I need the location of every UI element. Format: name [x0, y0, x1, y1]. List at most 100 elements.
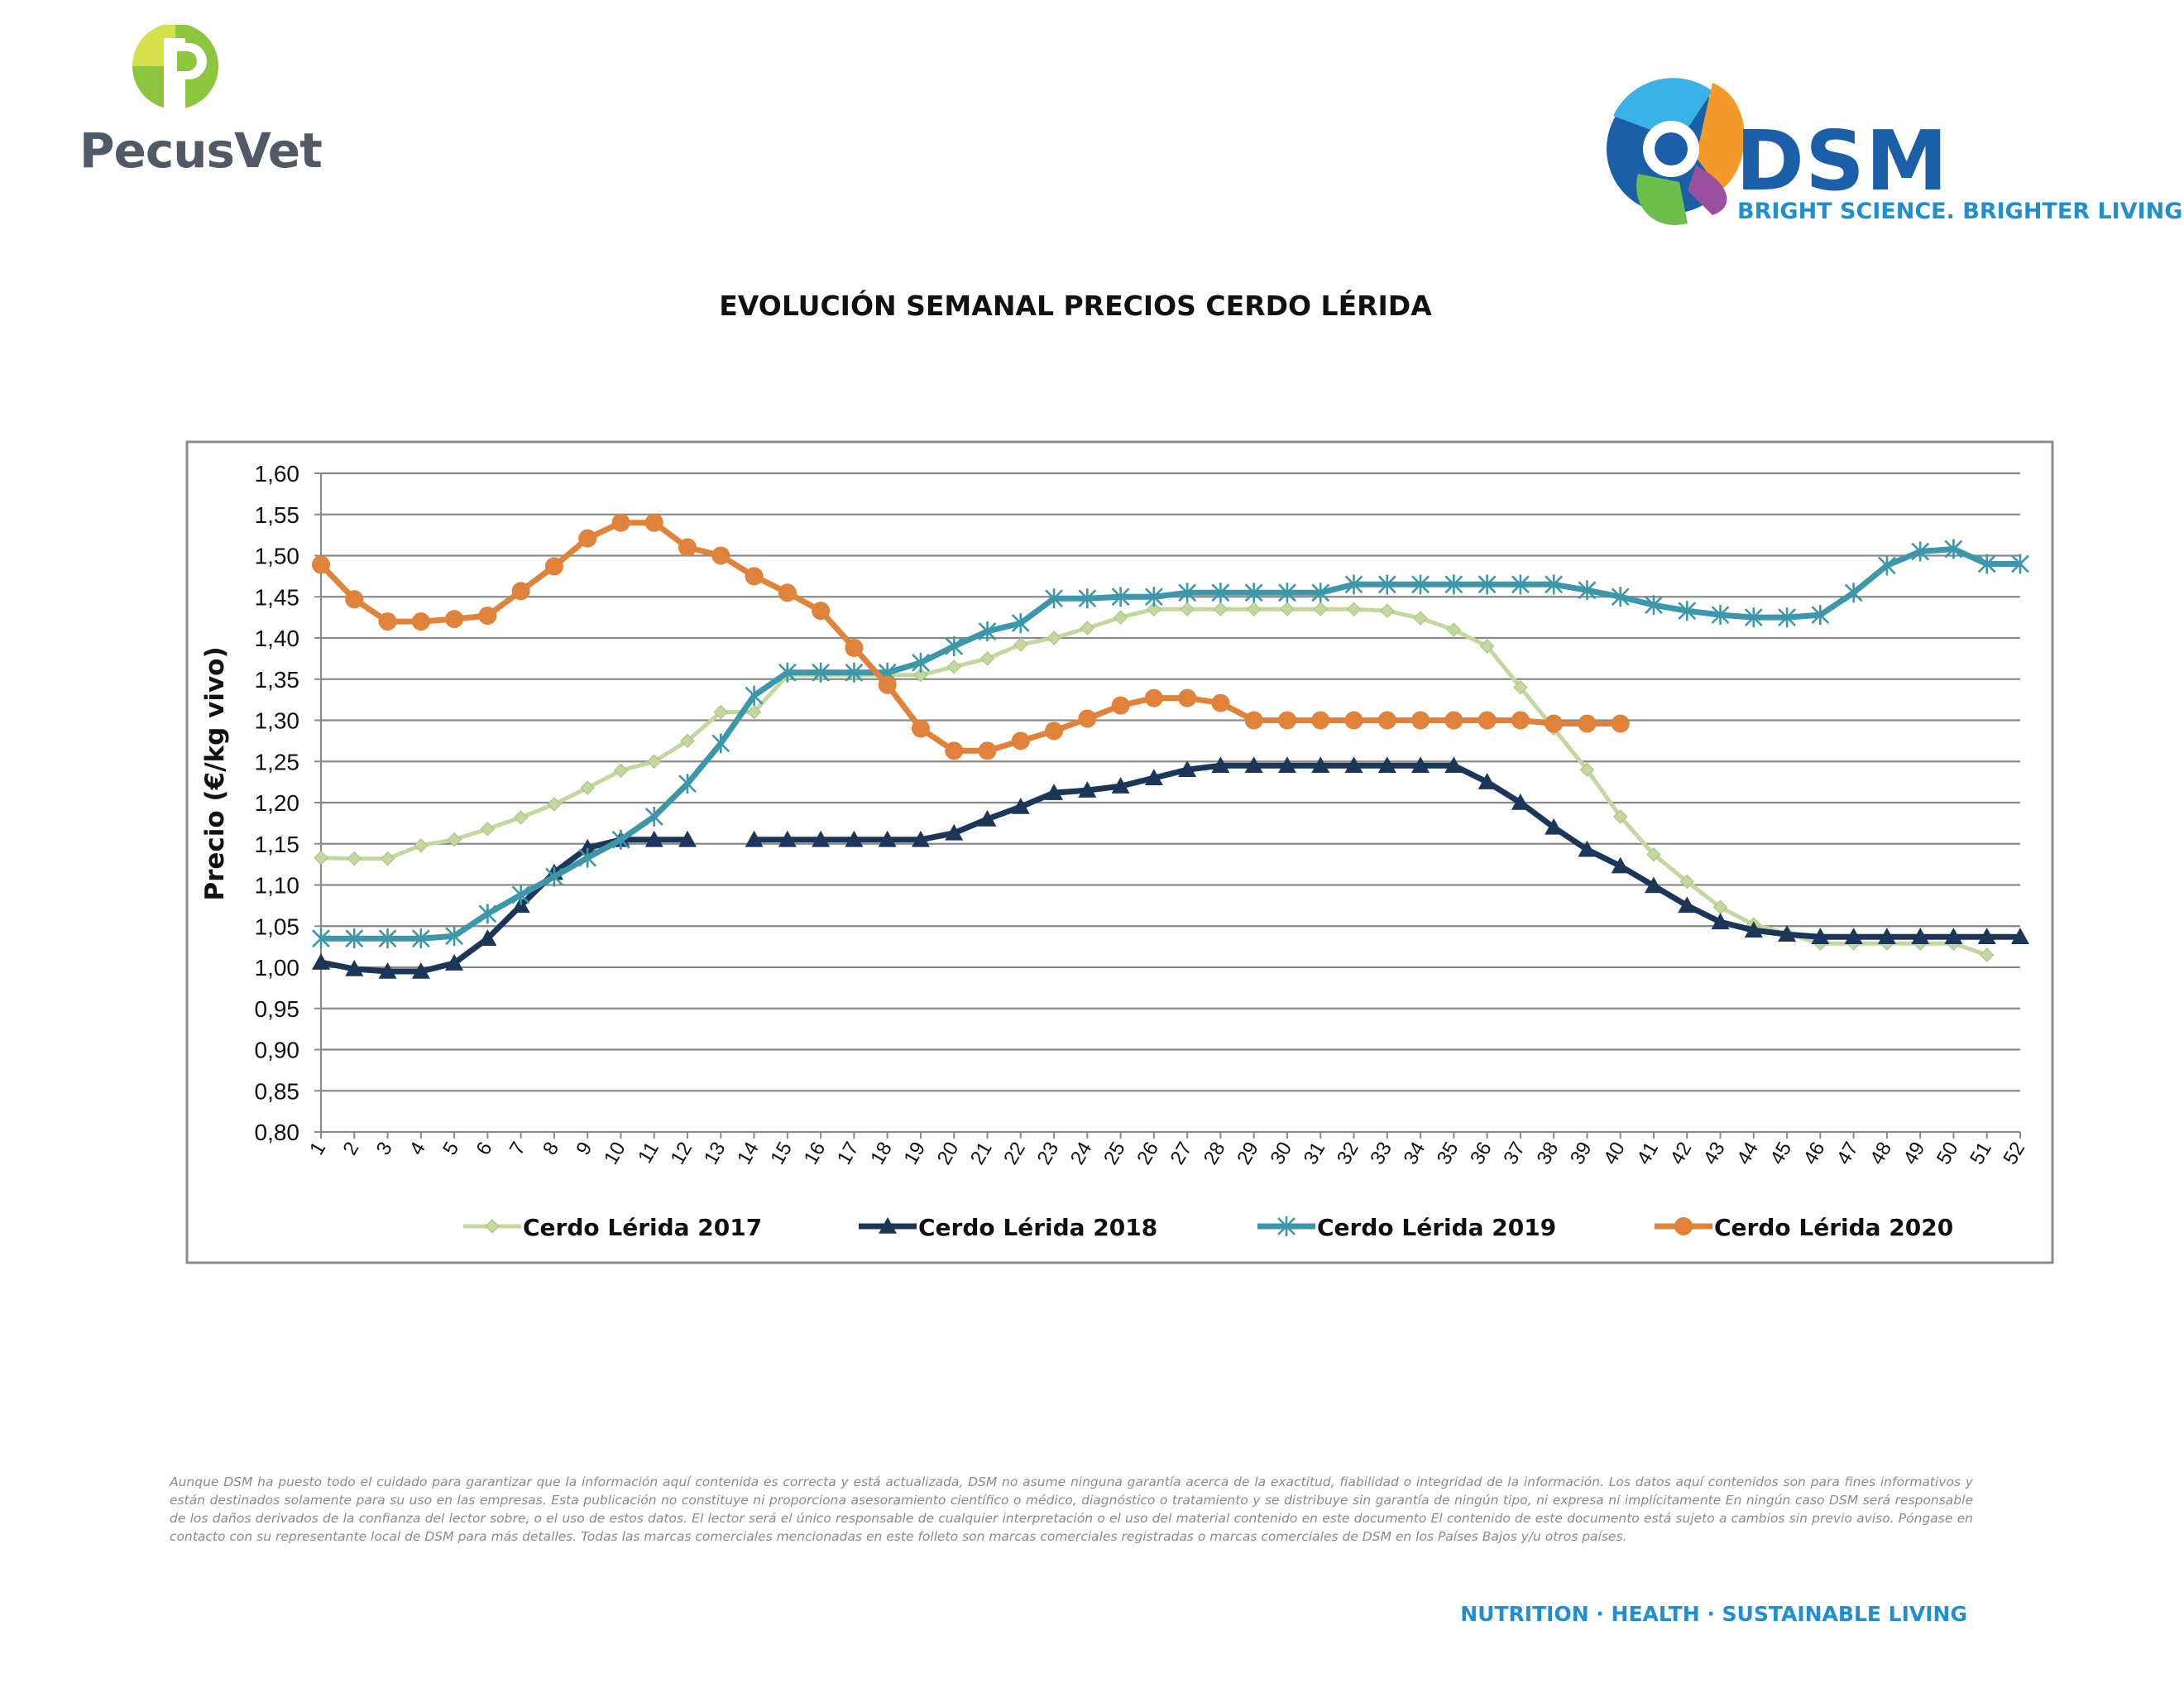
data-point	[945, 635, 964, 656]
data-point	[1178, 760, 1197, 777]
data-point	[378, 961, 397, 979]
data-point	[1545, 714, 1564, 733]
legend-item: Cerdo Lérida 2017	[463, 1214, 762, 1241]
data-point	[1977, 554, 1996, 574]
data-point	[1011, 797, 1030, 814]
data-point	[314, 850, 328, 866]
data-point	[1545, 574, 1564, 595]
data-point	[578, 847, 597, 868]
y-tick-label: 1,45	[255, 584, 300, 610]
y-tick-label: 1,35	[255, 667, 300, 693]
data-point	[745, 567, 764, 586]
data-point	[1144, 587, 1163, 607]
data-point	[478, 929, 497, 946]
price-line-chart: 0,80 0,85 0,90 0,95 1,00 1,05 1,10 1,15 1,20 1,25…	[185, 440, 2054, 1264]
data-point	[945, 823, 964, 841]
data-point	[1377, 756, 1396, 774]
data-point	[746, 704, 762, 720]
data-point	[1311, 583, 1330, 603]
data-point	[1213, 602, 1228, 616]
data-point	[1877, 928, 1896, 944]
data-point	[1178, 583, 1197, 603]
data-point	[411, 612, 430, 631]
y-tick-label: 1,50	[255, 544, 300, 569]
dsm-logo	[1572, 66, 1770, 240]
data-point	[380, 851, 395, 866]
data-point	[812, 662, 831, 683]
data-point	[347, 851, 362, 866]
legend-marker	[1277, 1216, 1296, 1236]
data-point	[1078, 781, 1097, 798]
data-point	[713, 704, 729, 720]
data-point	[912, 652, 930, 673]
y-tick-label: 0,80	[255, 1120, 300, 1145]
data-point	[445, 926, 464, 947]
footer-tagline: NUTRITION · HEALTH · SUSTAINABLE LIVING	[1460, 1602, 1967, 1626]
data-point	[946, 659, 961, 674]
data-point	[1311, 756, 1330, 774]
data-point	[1078, 709, 1097, 728]
data-point	[878, 830, 897, 847]
data-point	[1111, 696, 1130, 715]
y-tick-label: 1,05	[255, 914, 300, 939]
data-point	[1644, 876, 1663, 894]
data-point	[1678, 896, 1697, 914]
data-point	[345, 928, 364, 949]
data-point	[1578, 840, 1597, 857]
y-axis-label: Precio (€/kg vivo)	[200, 646, 230, 900]
pecusvet-wordmark: PecusVet	[79, 122, 323, 179]
data-point	[1244, 583, 1263, 603]
data-point	[1444, 711, 1463, 730]
data-point	[1944, 928, 1963, 944]
data-point	[578, 838, 597, 856]
legend-marker	[485, 1219, 500, 1234]
data-point	[1479, 639, 1495, 654]
y-tick-label: 0,90	[255, 1038, 300, 1063]
data-point	[644, 830, 663, 847]
data-point	[544, 557, 563, 576]
data-point	[1011, 731, 1030, 750]
data-point	[1711, 605, 1730, 626]
legend-label: Cerdo Lérida 2017	[523, 1214, 762, 1241]
data-point	[878, 675, 897, 694]
y-tick-label: 1,10	[255, 873, 300, 899]
data-point	[1413, 611, 1428, 626]
data-point	[678, 830, 697, 847]
data-point	[1046, 631, 1061, 645]
data-point	[1277, 711, 1296, 730]
y-tick-label: 1,15	[255, 832, 300, 857]
data-point	[578, 529, 597, 548]
data-point	[1144, 769, 1163, 785]
data-point	[778, 830, 797, 847]
data-point	[1744, 607, 1763, 628]
data-point	[745, 685, 764, 706]
data-point	[1778, 607, 1796, 628]
data-point	[1377, 711, 1396, 730]
data-point	[2011, 928, 2029, 944]
data-point	[445, 954, 464, 971]
data-point	[778, 583, 797, 602]
data-point	[1944, 539, 1963, 559]
legend-marker	[1674, 1217, 1693, 1235]
data-point	[1278, 583, 1296, 603]
data-point	[1578, 580, 1597, 601]
data-point	[678, 774, 697, 794]
data-point	[1778, 925, 1797, 942]
data-point	[1911, 928, 1930, 944]
series-3	[312, 539, 2029, 949]
data-point	[845, 662, 864, 683]
data-point	[812, 830, 831, 847]
data-point	[1744, 921, 1763, 938]
data-point	[345, 590, 364, 609]
data-point	[1111, 587, 1130, 607]
data-point	[1977, 928, 1996, 944]
chart-frame	[185, 440, 2054, 1264]
data-point	[611, 829, 630, 850]
series-line	[318, 520, 1621, 754]
data-point	[478, 607, 497, 626]
data-point	[611, 513, 630, 532]
data-point	[1111, 777, 1130, 794]
data-point	[1178, 688, 1197, 707]
data-point	[1344, 574, 1363, 595]
data-point	[1545, 818, 1564, 835]
